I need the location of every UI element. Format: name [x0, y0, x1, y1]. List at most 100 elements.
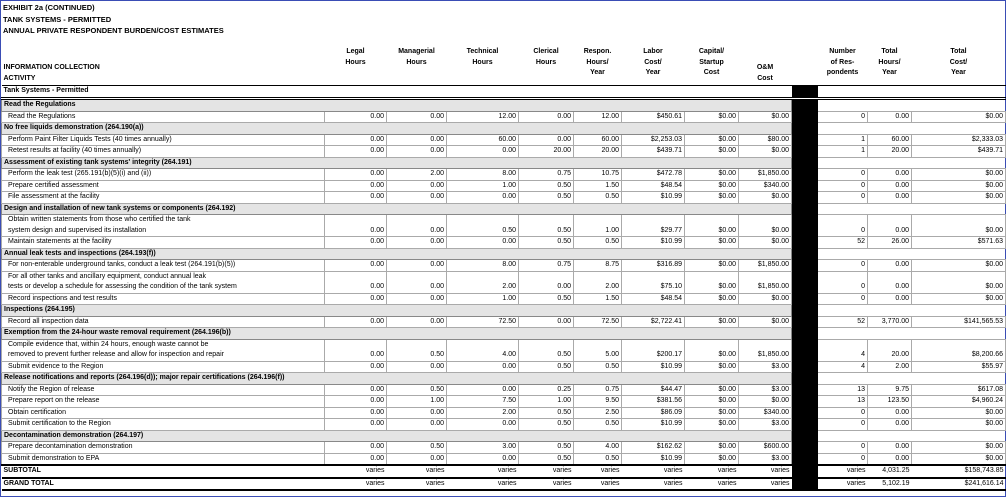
value-cell: $0.00: [911, 270, 1006, 294]
value-cell: 0.00: [867, 214, 912, 237]
value-cell: $0.00: [684, 360, 739, 373]
value-cell: $0.00: [684, 259, 739, 272]
section-row: Assessment of existing tank systems' int…: [1, 156, 1006, 169]
value-cell: 0.00: [518, 133, 574, 146]
value-cell: 8.00: [446, 259, 519, 272]
table-title: Tank Systems - Permitted: [1, 85, 792, 100]
value-cell: $141,565.53: [911, 315, 1006, 328]
section-row: No free liquids demonstration (264.190(a…: [1, 122, 1006, 135]
value-cell: $80.00: [738, 133, 792, 146]
data-row: File assessment at the facility 0.00 0.00 0…: [1, 191, 1006, 204]
section-title: Exemption from the 24-hour waste removal…: [1, 327, 792, 340]
header-line: ANNUAL PRIVATE RESPONDENT BURDEN/COST ES…: [3, 26, 224, 35]
value-cell: $0.00: [684, 133, 739, 146]
value-cell: $0.00: [684, 418, 739, 431]
column-header: Total Hours/Year: [868, 45, 912, 86]
value-cell: 0.50: [573, 452, 622, 466]
value-cell: $600.00: [738, 441, 792, 454]
total-row: SUBTOTAL varies varies varies varies varies va…: [1, 464, 1006, 479]
column-header-line: Hours: [472, 58, 493, 66]
value-cell: 0.50: [518, 406, 574, 419]
data-row: Submit demonstration to EPA 0.00 0.00 0.00 0…: [1, 452, 1006, 466]
activity-line: Record inspections and test results: [8, 294, 117, 302]
data-row: Prepare report on the release 0.00 1.00 7.5…: [1, 395, 1006, 408]
value-cell: varies: [324, 476, 387, 491]
total-row: GRAND TOTAL varies varies varies varies varie…: [1, 476, 1006, 491]
value-cell: 60.00: [867, 133, 912, 146]
value-cell: 0.00: [324, 418, 387, 431]
burden-table: INFORMATION COLLECTION ACTIVITY Legal Hours…: [1, 45, 1006, 491]
value-cell: $0.00: [738, 236, 792, 249]
activity-cell: Notify the Region of release: [1, 383, 325, 396]
value-cell: 4,031.25: [867, 464, 912, 479]
value-cell: 0.00: [386, 191, 447, 204]
value-cell: 0.00: [386, 145, 447, 158]
value-cell: 0.50: [518, 441, 574, 454]
value-cell: 0: [817, 452, 868, 466]
activity-line: Perform the leak test (265.191(b)(5)(i) …: [8, 170, 152, 177]
column-header: O&M Cost: [739, 45, 792, 86]
value-cell: 72.50: [446, 315, 519, 328]
section-title: No free liquids demonstration (264.190(a…: [1, 122, 792, 135]
value-cell: 2.00: [386, 168, 447, 181]
value-cell: 9.75: [867, 383, 912, 396]
value-cell: 0.50: [518, 452, 574, 466]
activity-line: For non-enterable underground tanks, con…: [8, 261, 236, 268]
separator: [791, 327, 818, 339]
column-header-line: Year: [590, 69, 605, 76]
value-cell: 4: [817, 338, 868, 362]
column-header-line: Respon.: [583, 48, 612, 55]
value-cell: 0.00: [324, 406, 387, 419]
activity-line: Submit evidence to the Region: [8, 362, 104, 370]
total-label: SUBTOTAL: [1, 464, 325, 479]
value-cell: $55.97: [911, 360, 1006, 373]
data-row: Submit evidence to the Region 0.00 0.00 0.0…: [1, 360, 1006, 373]
value-cell: 0.00: [446, 236, 519, 249]
data-row: Submit certification to the Region 0.00 0.…: [1, 418, 1006, 431]
value-cell: $0.00: [911, 110, 1006, 123]
value-cell: 0.00: [518, 110, 574, 123]
value-cell: $0.00: [911, 452, 1006, 466]
spacer: [818, 157, 1006, 169]
value-cell: 52: [817, 315, 868, 328]
separator: [791, 270, 818, 294]
value-cell: 2.50: [573, 406, 622, 419]
value-cell: 0: [817, 441, 868, 454]
value-cell: 0.00: [386, 110, 447, 123]
value-cell: $0.00: [911, 418, 1006, 431]
value-cell: varies: [446, 464, 519, 479]
value-cell: $381.56: [621, 395, 685, 408]
column-header-line: of Res-: [830, 58, 855, 66]
value-cell: 0.00: [518, 315, 574, 328]
value-cell: $571.63: [911, 236, 1006, 249]
activity-cell: Prepare report on the release: [1, 395, 325, 408]
value-cell: $0.00: [684, 270, 739, 294]
value-cell: $0.00: [684, 145, 739, 158]
column-header: Managerial Hours: [387, 45, 447, 86]
value-cell: 0.00: [386, 179, 447, 192]
column-header: Clerical Hours: [519, 45, 574, 86]
data-row: Prepare certified assessment 0.00 0.00 1.00…: [1, 179, 1006, 192]
column-header-line: Clerical: [533, 48, 559, 55]
column-header-line: Labor: [643, 48, 663, 55]
value-cell: 1: [817, 145, 868, 158]
value-cell: 26.00: [867, 236, 912, 249]
header-line: EXHIBIT 2a (CONTINUED): [3, 3, 95, 12]
separator: [791, 98, 818, 111]
data-row: Record inspections and test results 0.00 0…: [1, 292, 1006, 305]
value-cell: varies: [386, 476, 447, 491]
value-cell: $0.00: [738, 395, 792, 408]
value-cell: 0.00: [446, 360, 519, 373]
value-cell: 1.00: [446, 292, 519, 305]
column-header: Legal Hours: [325, 45, 387, 86]
value-cell: varies: [324, 464, 387, 479]
value-cell: $0.00: [684, 452, 739, 466]
section-row: Release notifications and reports (264.1…: [1, 372, 1006, 385]
value-cell: 60.00: [573, 133, 622, 146]
value-cell: 13: [817, 395, 868, 408]
column-header-line: Cost: [703, 69, 720, 76]
value-cell: varies: [817, 476, 868, 491]
data-row: Prepare decontamination demonstration 0.0…: [1, 441, 1006, 454]
value-cell: 1.00: [386, 395, 447, 408]
separator: [791, 360, 818, 373]
